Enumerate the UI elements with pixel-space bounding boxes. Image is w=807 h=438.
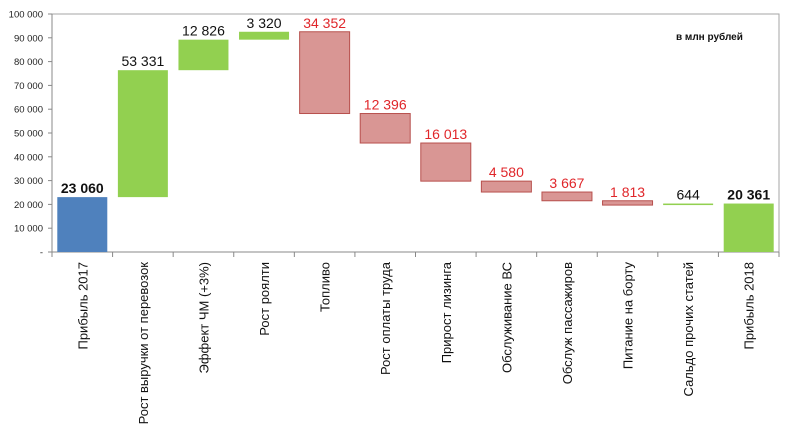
category-label: Прибыль 2018 bbox=[742, 262, 757, 350]
y-tick-label: 80 000 bbox=[14, 57, 43, 68]
category-label: Рост роялти bbox=[257, 262, 272, 336]
bar-6 bbox=[359, 113, 411, 144]
value-label: 12 396 bbox=[364, 97, 407, 113]
bars bbox=[57, 31, 774, 252]
category-label: Сальдо прочих статей bbox=[681, 262, 696, 396]
y-tick-label: 10 000 bbox=[14, 224, 43, 235]
value-labels: 23 060 53 331 12 826 3 320 34 352 12 396 16 01… bbox=[61, 15, 770, 203]
y-tick-label: 20 000 bbox=[14, 200, 43, 211]
y-tick-label: 70 000 bbox=[14, 81, 43, 92]
bar-7 bbox=[420, 142, 472, 182]
category-labels: Прибыль 2017 Рост выручки от перевозок Эфф… bbox=[75, 261, 756, 424]
y-tick-label: 60 000 bbox=[14, 105, 43, 116]
y-tick-label: 100 000 bbox=[9, 10, 43, 21]
value-label: 16 013 bbox=[424, 126, 467, 142]
bar-12 bbox=[723, 203, 774, 252]
bar-2 bbox=[117, 70, 168, 198]
bar-3 bbox=[178, 39, 229, 71]
y-tick-label: 50 000 bbox=[14, 129, 43, 140]
bar-4 bbox=[239, 31, 290, 40]
unit-note: в млн рублей bbox=[676, 31, 743, 43]
axes: - 10 000 20 000 30 000 40 000 50 000 60 000 70 … bbox=[9, 10, 780, 259]
bar-10 bbox=[602, 200, 654, 206]
value-label: 23 060 bbox=[61, 180, 104, 196]
bar-5 bbox=[299, 31, 351, 115]
bar-11 bbox=[663, 203, 714, 206]
category-label: Обслуживание ВС bbox=[499, 262, 514, 373]
y-tick-label: 90 000 bbox=[14, 33, 43, 44]
bar-9 bbox=[541, 191, 593, 202]
category-label: Топливо bbox=[318, 262, 333, 312]
category-label: Прирост лизинга bbox=[439, 261, 454, 363]
y-tick-label: 40 000 bbox=[14, 152, 43, 163]
value-label: 3 320 bbox=[247, 15, 282, 31]
value-label: 4 580 bbox=[489, 164, 524, 180]
value-label: 53 331 bbox=[121, 53, 164, 69]
value-label: 3 667 bbox=[549, 175, 584, 191]
y-tick-label: 30 000 bbox=[14, 176, 43, 187]
category-label: Питание на борту bbox=[621, 262, 636, 370]
category-label: Эффект ЧМ (+3%) bbox=[196, 262, 211, 374]
category-label: Прибыль 2017 bbox=[75, 262, 90, 350]
value-label: 20 361 bbox=[727, 187, 770, 203]
category-label: Рост оплаты труда bbox=[378, 261, 393, 375]
value-label: 34 352 bbox=[303, 15, 346, 31]
value-label: 12 826 bbox=[182, 23, 225, 39]
bar-1 bbox=[57, 197, 108, 252]
value-label: 644 bbox=[676, 187, 700, 203]
value-label: 1 813 bbox=[610, 184, 645, 200]
y-tick-label: - bbox=[40, 248, 43, 259]
category-label: Обслуж пассажиров bbox=[560, 262, 575, 384]
bar-8 bbox=[480, 180, 532, 193]
category-label: Рост выручки от перевозок bbox=[136, 262, 151, 425]
